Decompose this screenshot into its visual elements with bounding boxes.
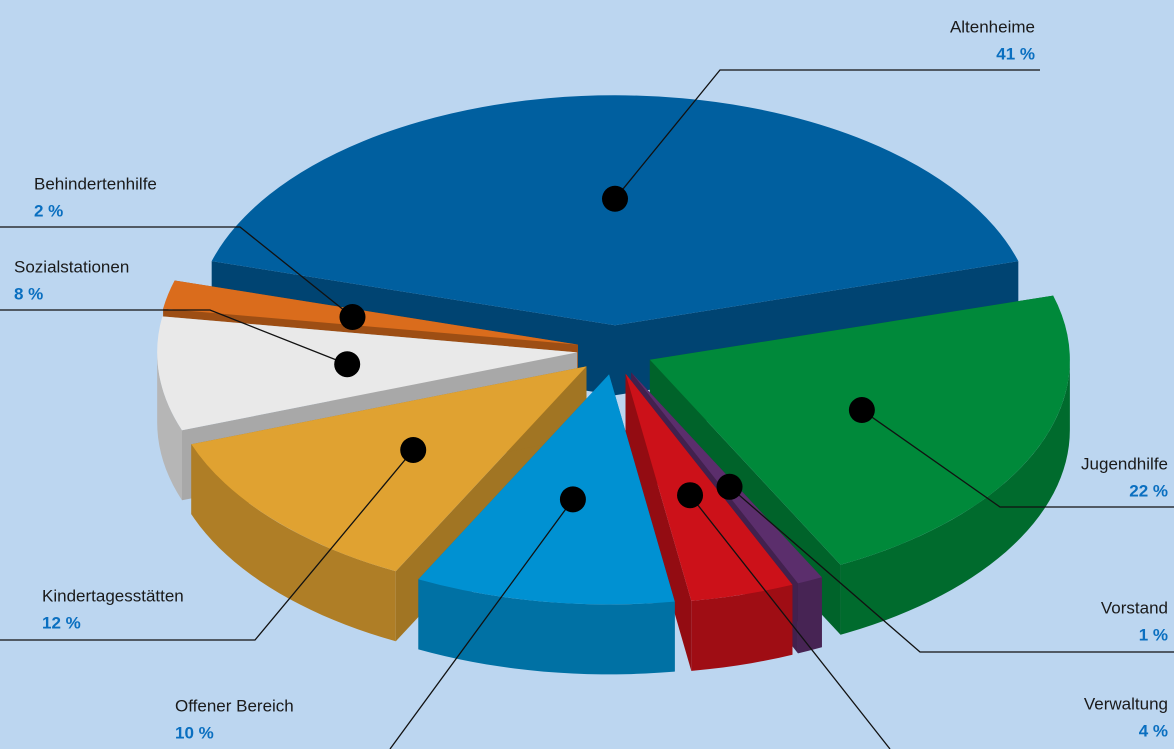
slice-value-label: 12 %	[42, 613, 81, 632]
slice-label: Behindertenhilfe	[34, 174, 157, 193]
label-dot	[400, 436, 427, 463]
slice	[625, 373, 793, 671]
slice-side	[840, 359, 1070, 635]
slice-side	[157, 352, 182, 501]
slice-top	[157, 316, 578, 431]
slice-value-label: 22 %	[1129, 481, 1168, 500]
leader-line	[689, 494, 891, 749]
slice-label: Kindertagesstätten	[42, 586, 184, 605]
slice-top	[191, 366, 587, 572]
slice-value-label: 1 %	[1139, 625, 1168, 644]
slice-value-label: 41 %	[996, 44, 1035, 63]
slice-label: Offener Bereich	[175, 696, 294, 715]
slice-top	[625, 373, 793, 601]
label-dot	[848, 397, 875, 424]
label-dot	[339, 304, 366, 331]
slice-value-label: 8 %	[14, 284, 43, 303]
slice-label: Vorstand	[1101, 598, 1168, 617]
label-dot	[334, 351, 361, 378]
slice-label: Verwaltung	[1084, 694, 1168, 713]
slice-label: Sozialstationen	[14, 257, 129, 276]
label-dot	[559, 486, 586, 513]
slice-label: Jugendhilfe	[1081, 454, 1168, 473]
label-dot	[602, 185, 628, 212]
slice-side	[191, 444, 396, 642]
slice-label: Altenheime	[950, 17, 1035, 36]
slice	[418, 374, 675, 675]
slice-side	[418, 579, 675, 675]
slice-cut-face	[625, 373, 692, 671]
leader-line	[389, 498, 574, 749]
slice-top	[649, 295, 1070, 565]
slice-side	[797, 577, 822, 654]
label-dot	[716, 473, 743, 500]
slice-top	[418, 374, 675, 605]
leader-line	[0, 226, 353, 318]
slice-value-label: 10 %	[175, 723, 214, 742]
slice-value-label: 4 %	[1139, 721, 1168, 740]
leader-line	[729, 486, 1174, 653]
slice-side	[691, 584, 793, 671]
leader-line	[0, 449, 414, 641]
slice-value-label: 2 %	[34, 201, 63, 220]
label-dot	[677, 482, 704, 509]
leader-line	[861, 409, 1174, 508]
leader-line	[614, 69, 1040, 200]
slice-top	[163, 280, 578, 345]
leader-line	[0, 309, 348, 365]
